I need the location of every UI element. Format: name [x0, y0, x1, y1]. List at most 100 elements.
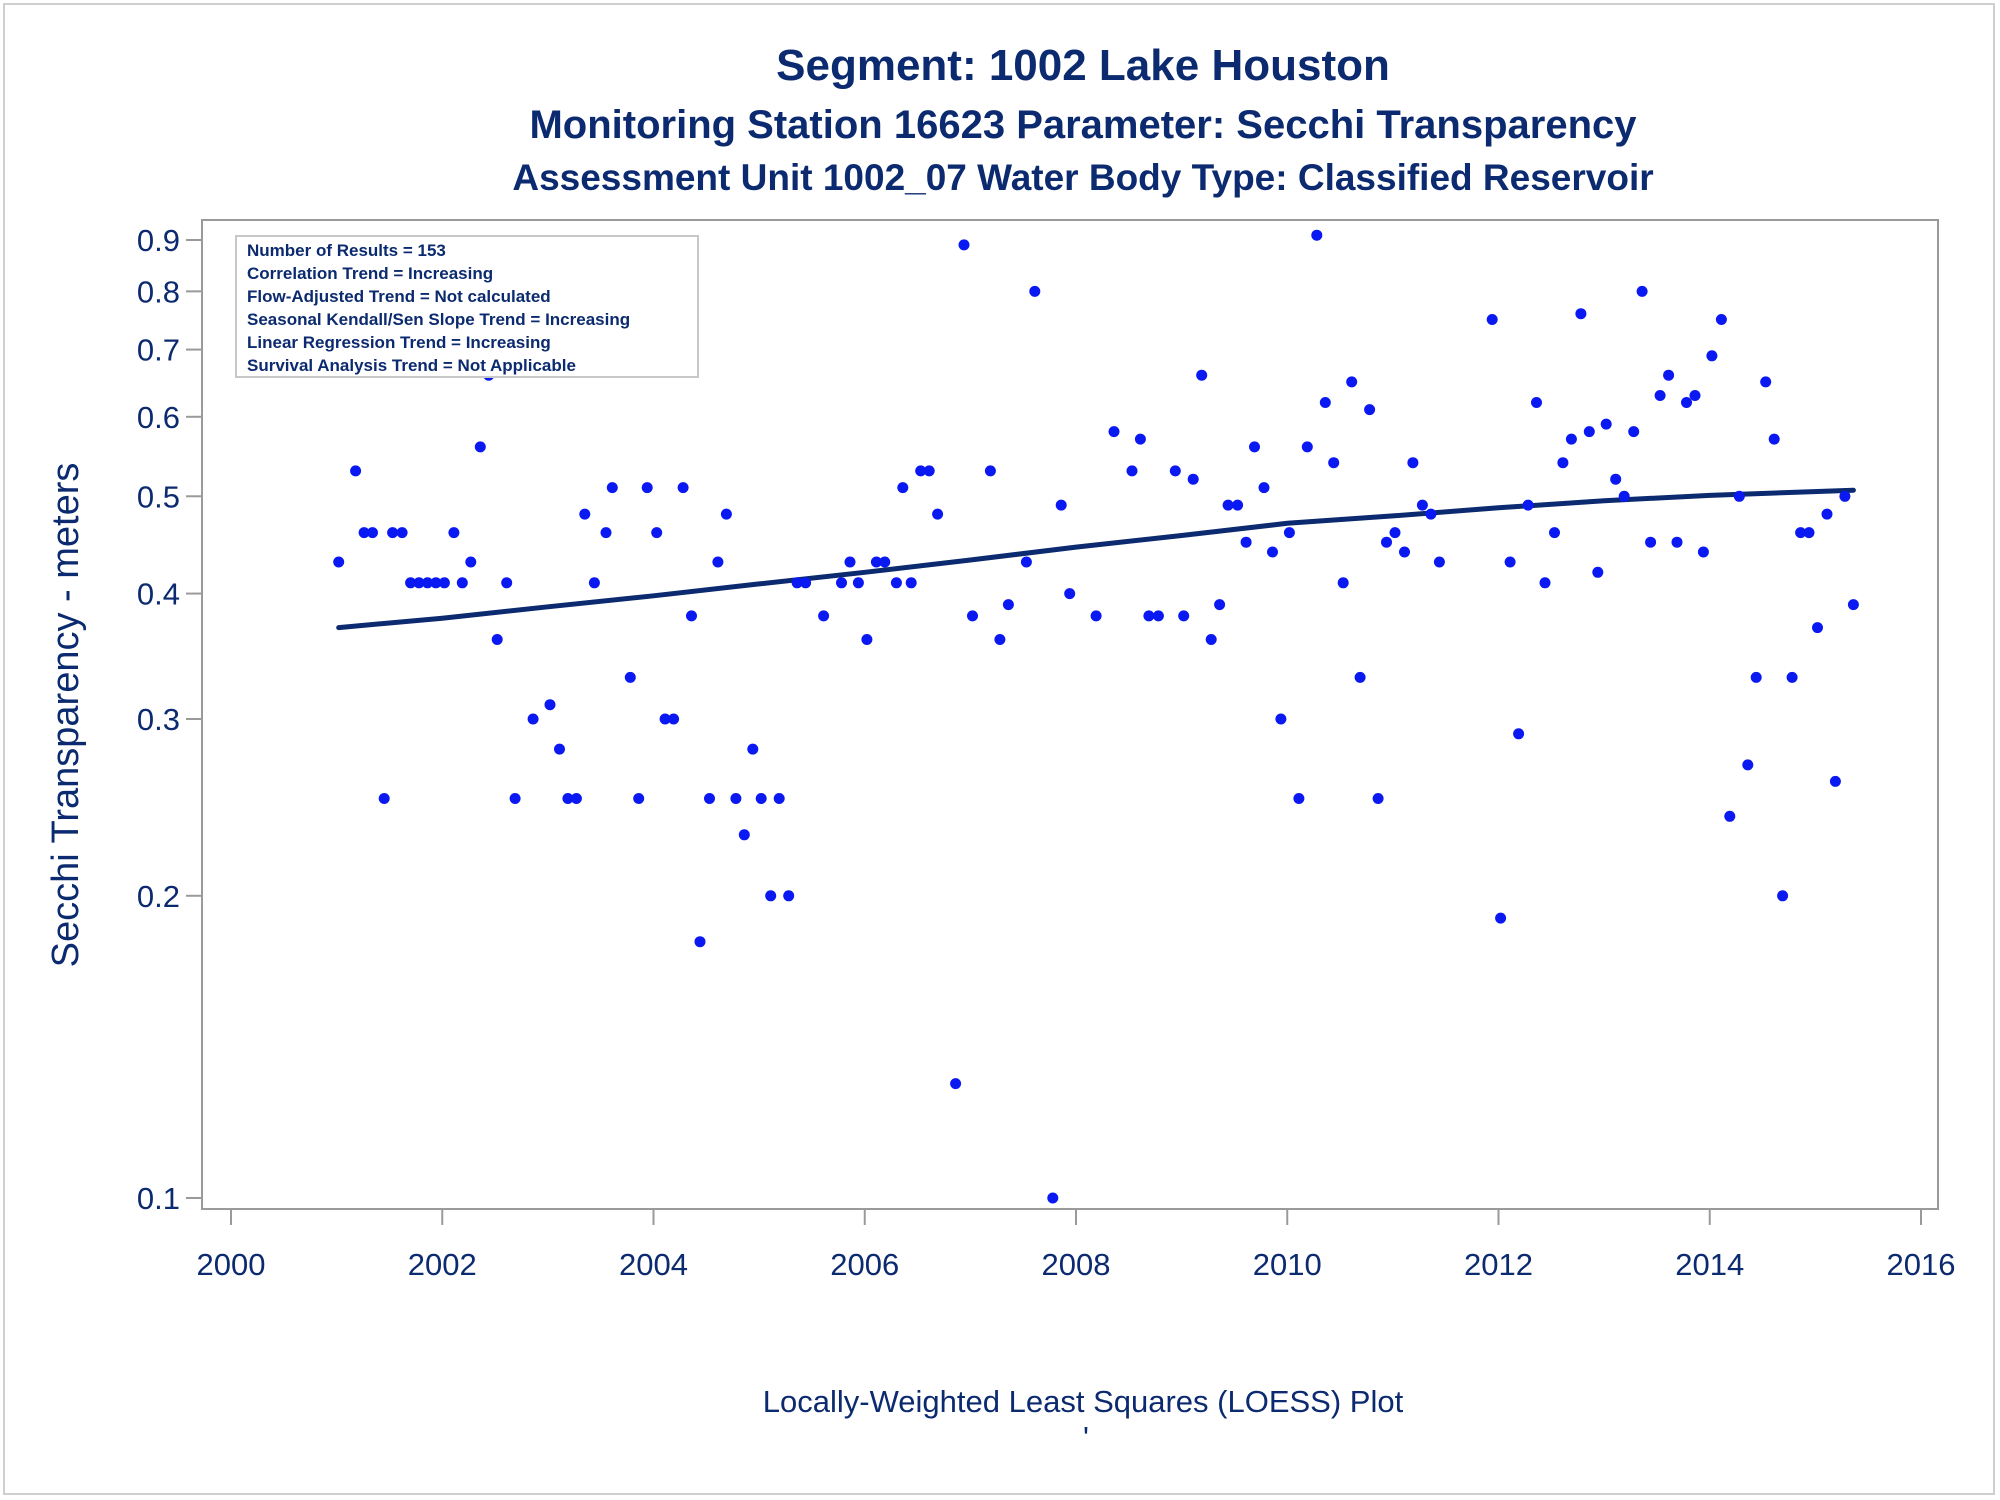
data-point	[1267, 546, 1278, 558]
data-point	[1681, 397, 1692, 408]
data-point	[1760, 376, 1772, 388]
data-point	[755, 793, 767, 804]
x-tick-label: 2014	[1675, 1247, 1744, 1282]
data-point	[1047, 1192, 1059, 1204]
footnote-mark: '	[1083, 1420, 1089, 1455]
data-point	[659, 713, 671, 725]
data-point	[1399, 546, 1410, 558]
data-point	[958, 239, 970, 251]
stat-linear-regression-trend: Linear Regression Trend = Increasing	[247, 333, 551, 352]
data-point	[905, 577, 917, 589]
data-point	[501, 577, 513, 589]
x-axis: 2000 2002 2004 2006 2008 2010 2012 2014 2016	[197, 1209, 1956, 1282]
data-point	[1486, 314, 1498, 325]
data-point	[994, 634, 1006, 645]
x-tick-label: 2000	[197, 1247, 266, 1282]
data-point	[1549, 527, 1560, 539]
data-point	[800, 577, 812, 589]
data-point	[1134, 433, 1146, 445]
chart-subtitle-station: Monitoring Station 16623 Parameter: Secc…	[529, 103, 1637, 147]
data-point	[1126, 465, 1138, 477]
data-point	[1416, 499, 1428, 511]
data-point	[474, 441, 486, 453]
x-tick-label: 2006	[830, 1247, 899, 1282]
data-point	[1733, 490, 1745, 502]
footnote: Locally-Weighted Least Squares (LOESS) P…	[763, 1384, 1404, 1419]
data-point	[456, 577, 468, 589]
data-point	[1293, 793, 1305, 804]
data-point	[491, 634, 503, 645]
data-point	[600, 527, 612, 539]
data-point	[1513, 728, 1525, 740]
data-point	[1319, 397, 1331, 408]
stats-box-frame	[235, 235, 699, 378]
data-point	[1618, 490, 1630, 502]
data-point	[1539, 577, 1551, 589]
data-point	[1600, 418, 1612, 430]
data-point	[1346, 376, 1358, 388]
data-point	[1583, 426, 1595, 438]
data-point	[747, 743, 759, 755]
data-point	[783, 890, 795, 902]
data-point	[1706, 350, 1718, 362]
data-point	[1372, 793, 1384, 804]
data-point	[1495, 912, 1507, 924]
y-tick-label: 0.7	[137, 333, 180, 368]
data-point	[1283, 527, 1295, 539]
data-point	[704, 793, 715, 804]
data-point	[1328, 457, 1340, 469]
x-tick-label: 2008	[1042, 1247, 1111, 1282]
data-point	[1786, 671, 1798, 683]
x-tick-label: 2016	[1887, 1247, 1956, 1282]
data-point	[633, 793, 645, 804]
x-tick-label: 2004	[619, 1247, 688, 1282]
data-point	[1055, 499, 1067, 511]
stat-flow-adjusted-trend: Flow-Adjusted Trend = Not calculated	[247, 287, 551, 306]
data-point	[694, 936, 706, 948]
data-point	[1610, 473, 1622, 485]
data-point	[1565, 433, 1577, 445]
data-point	[720, 508, 732, 520]
data-point	[1654, 390, 1666, 401]
data-point	[923, 465, 935, 477]
stat-number-of-results: Number of Results = 153	[247, 241, 446, 260]
data-point	[791, 577, 803, 589]
data-point	[651, 527, 663, 539]
data-point	[950, 1078, 962, 1090]
data-point	[579, 508, 591, 520]
chart-title: Segment: 1002 Lake Houston	[776, 41, 1390, 90]
y-tick-label: 0.1	[137, 1181, 180, 1216]
y-axis: 0.1 0.2 0.3 0.4 0.5 0.6 0.7 0.8 0.9	[137, 223, 202, 1216]
data-point	[1671, 536, 1683, 548]
data-point	[448, 527, 460, 539]
x-tick-label: 2010	[1253, 1247, 1322, 1282]
data-point	[677, 482, 689, 494]
data-point	[1592, 566, 1604, 578]
data-point	[1839, 490, 1851, 502]
data-point	[1240, 536, 1252, 548]
data-point	[1381, 536, 1392, 548]
data-point	[1777, 890, 1789, 902]
y-axis-label: Secchi Transparency - meters	[45, 463, 87, 968]
data-point	[967, 610, 978, 622]
y-tick-label: 0.9	[137, 223, 180, 258]
chart-subtitle-assessment: Assessment Unit 1002_07 Water Body Type:…	[512, 157, 1653, 198]
data-point	[509, 793, 521, 804]
data-point	[738, 829, 750, 841]
data-point	[1522, 499, 1534, 511]
data-point	[870, 556, 882, 568]
data-point	[1214, 599, 1226, 611]
data-point	[1768, 433, 1780, 445]
data-point	[879, 556, 891, 568]
data-point	[1531, 397, 1542, 408]
data-point	[1575, 308, 1587, 320]
data-point	[861, 634, 873, 645]
y-tick-label: 0.2	[137, 879, 180, 914]
trend-stats-box: Number of Results = 153 Correlation Tren…	[235, 235, 699, 378]
data-point	[773, 793, 785, 804]
data-point	[422, 577, 433, 589]
data-point	[413, 577, 425, 589]
data-point	[1821, 508, 1833, 520]
data-point	[1169, 465, 1181, 477]
data-point	[1205, 634, 1217, 645]
